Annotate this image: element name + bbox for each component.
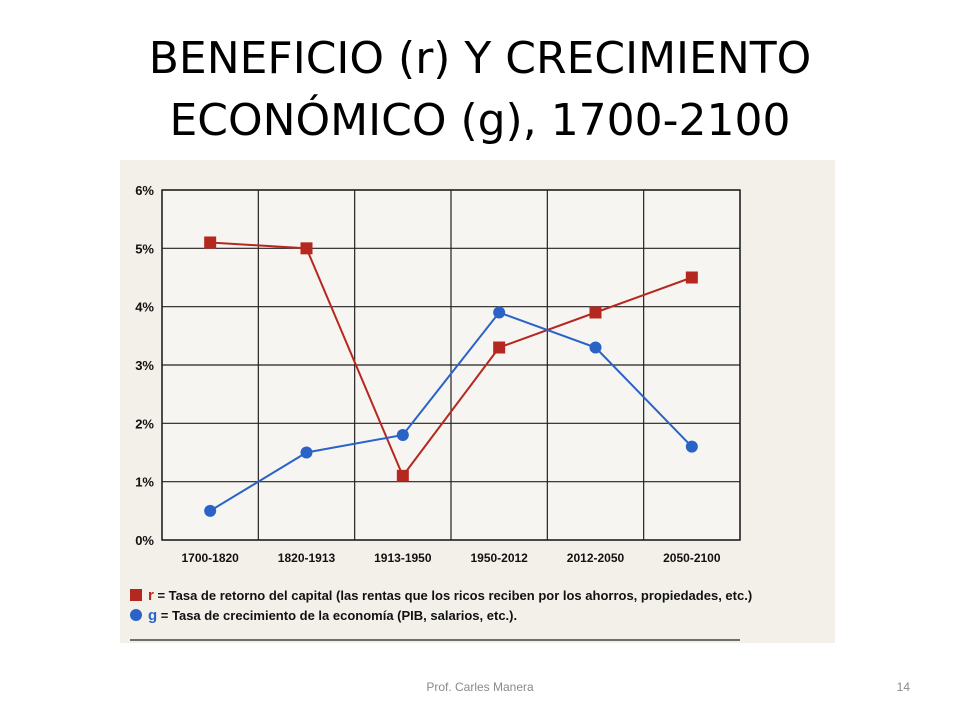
data-point-g — [300, 446, 313, 459]
data-point-g — [685, 440, 698, 453]
x-tick-label: 1820-1913 — [278, 551, 336, 565]
data-point-g — [493, 306, 506, 319]
slide-title: BENEFICIO (r) Y CRECIMIENTO ECONÓMICO (g… — [0, 28, 960, 152]
y-tick-label: 0% — [135, 533, 154, 548]
data-point-g — [396, 429, 409, 441]
x-tick-label: 2012-2050 — [567, 551, 625, 565]
legend-entry-r: r = Tasa de retorno del capital (las ren… — [148, 587, 752, 604]
legend-marker-g — [130, 609, 142, 621]
y-tick-label: 6% — [135, 183, 154, 198]
series-line-g — [209, 311, 693, 512]
y-tick-label: 3% — [135, 358, 154, 373]
x-tick-label: 2050-2100 — [663, 551, 721, 565]
y-tick-label: 4% — [135, 300, 154, 315]
y-tick-label: 5% — [135, 241, 154, 256]
data-point-r — [589, 306, 602, 319]
data-point-g — [589, 341, 602, 354]
y-tick-label: 2% — [135, 416, 154, 431]
x-tick-label: 1950-2012 — [470, 551, 528, 565]
title-line-2: ECONÓMICO (g), 1700-2100 — [169, 95, 791, 146]
series-line-r — [210, 241, 693, 478]
chart-figure: 0% 1% 2% 3% 4% 5% 6% 1700-1820 1820-1913 1913-195… — [120, 160, 835, 643]
title-line-1: BENEFICIO (r) Y CRECIMIENTO — [148, 33, 812, 84]
x-tick-label: 1700-1820 — [181, 551, 239, 565]
legend-marker-r — [130, 589, 142, 601]
data-point-r — [396, 469, 409, 482]
data-point-r — [300, 242, 313, 255]
x-tick-label: 1913-1950 — [374, 551, 432, 565]
line-chart: 0% 1% 2% 3% 4% 5% 6% 1700-1820 1820-1913 1913-195… — [130, 183, 752, 641]
data-point-r — [685, 271, 698, 284]
legend-entry-g: g = Tasa de crecimiento de la economía (… — [148, 607, 517, 624]
data-point-g — [204, 504, 217, 517]
footer-author: Prof. Carles Manera — [426, 680, 534, 694]
page-number: 14 — [896, 680, 910, 694]
data-point-r — [204, 236, 217, 249]
data-point-r — [493, 341, 506, 354]
y-tick-label: 1% — [135, 475, 154, 490]
